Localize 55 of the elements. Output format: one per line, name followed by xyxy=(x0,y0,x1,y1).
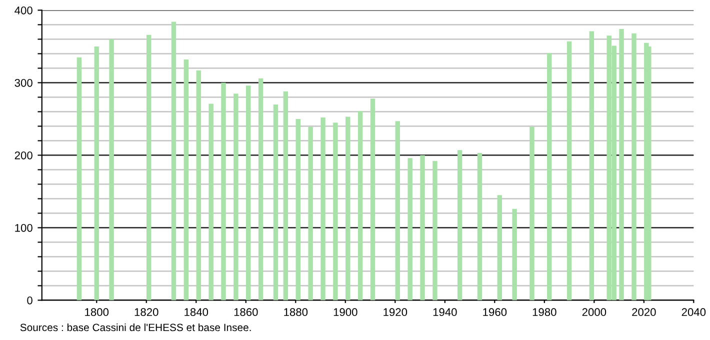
y-tick-label: 0 xyxy=(27,296,32,304)
x-tick-label: 2000 xyxy=(582,308,606,316)
bar xyxy=(358,110,363,300)
bar xyxy=(457,150,462,300)
bar xyxy=(273,104,278,300)
bar xyxy=(308,126,313,300)
x-tick-label: 1960 xyxy=(483,308,507,316)
bar xyxy=(171,22,176,300)
bar xyxy=(619,29,624,300)
y-tick-label: 300 xyxy=(14,78,32,87)
bar xyxy=(234,94,238,300)
bar xyxy=(333,122,338,300)
bar xyxy=(547,52,552,300)
x-tick-label: 1920 xyxy=(384,308,408,316)
bar xyxy=(395,121,400,300)
x-tick-label: 1880 xyxy=(284,308,308,316)
bar xyxy=(346,116,350,300)
bar xyxy=(296,118,300,300)
x-tick-label: 1980 xyxy=(532,308,556,316)
bar xyxy=(566,41,572,300)
x-tick-label: 1840 xyxy=(184,308,208,316)
bar xyxy=(497,195,502,300)
x-tick-label: 1820 xyxy=(134,308,158,316)
x-tick-label: 1900 xyxy=(334,308,358,316)
x-tick-label: 2020 xyxy=(632,308,656,316)
bar xyxy=(246,86,251,300)
bar xyxy=(632,33,636,300)
bar xyxy=(146,34,152,300)
y-tick-label: 100 xyxy=(15,224,32,232)
bar xyxy=(370,98,376,300)
bar xyxy=(646,46,652,300)
x-tick-label: 1940 xyxy=(433,308,457,316)
bar xyxy=(196,70,201,300)
bar xyxy=(432,161,438,300)
x-tick-label: 1860 xyxy=(234,308,258,316)
y-tick-label: 400 xyxy=(14,6,32,14)
bar xyxy=(530,126,534,300)
bar xyxy=(258,78,264,300)
bar xyxy=(477,153,482,300)
bar xyxy=(221,82,226,300)
bar xyxy=(184,60,189,300)
bar xyxy=(320,118,326,300)
bar xyxy=(408,158,412,300)
bar xyxy=(420,155,425,300)
x-tick-label: 1800 xyxy=(85,308,109,316)
bar xyxy=(589,31,594,300)
bar xyxy=(283,91,288,300)
bar xyxy=(208,104,214,300)
bar xyxy=(109,39,114,300)
y-tick-label: 200 xyxy=(14,151,32,160)
bar xyxy=(512,208,517,300)
bar xyxy=(76,57,82,300)
x-tick-label: 2040 xyxy=(682,308,706,316)
source-note: Sources : base Cassini de l'EHESS et base Insee. xyxy=(20,323,251,332)
bar xyxy=(94,46,99,300)
